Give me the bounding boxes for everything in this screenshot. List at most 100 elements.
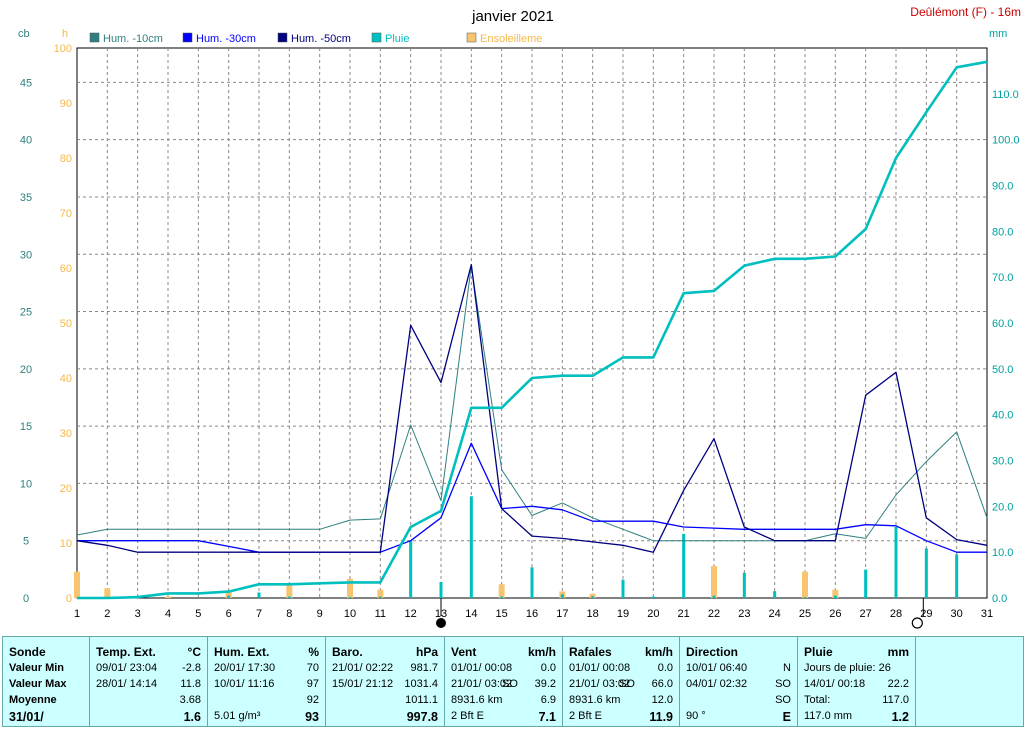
h-tick-label: 100 xyxy=(54,43,72,55)
daily-rain-bar xyxy=(378,596,382,598)
stats-row: 14/01/ 00:18 22.2 xyxy=(804,678,909,693)
x-tick-label: 30 xyxy=(951,608,963,620)
sunshine-bar xyxy=(286,585,293,598)
stats-row: Valeur Max xyxy=(9,678,83,693)
stats-cell-value: 70 xyxy=(306,662,319,674)
stats-column-title: Vent km/h xyxy=(451,645,556,659)
x-tick-label: 20 xyxy=(647,608,659,620)
stats-title-text: Sonde xyxy=(9,645,46,659)
stats-cell-value: 1.2 xyxy=(891,710,909,724)
stats-cell-label: 21/01/ 02:22 xyxy=(332,662,394,674)
stats-cell-dir: SO xyxy=(619,678,635,690)
legend-label: Hum. -30cm xyxy=(196,33,256,45)
stats-column-title: Sonde xyxy=(9,645,83,659)
stats-row: 31/01/ xyxy=(9,710,83,725)
stats-panel: Sonde Valeur Min Valeur Max Moyenne 31/01/Te… xyxy=(2,636,1024,727)
stats-row: Valeur Min xyxy=(9,662,83,677)
stats-cell-label: 8931.6 km xyxy=(569,694,621,706)
stats-cell-label: 01/01/ 00:08 xyxy=(451,662,513,674)
stats-row: 1011.1 xyxy=(332,694,438,709)
stats-cell-value: 92 xyxy=(306,694,319,706)
stats-row: 2 Bft E 7.1 xyxy=(451,710,556,725)
stats-row: Total: 117.0 xyxy=(804,694,909,709)
stats-cell-value: 66.0 xyxy=(651,678,673,690)
stats-cell-label: 14/01/ 00:18 xyxy=(804,678,866,690)
x-tick-label: 25 xyxy=(799,608,811,620)
stats-row: 21/01/ 02:22 981.7 xyxy=(332,662,438,677)
mm-tick-label: 40.0 xyxy=(992,410,1013,422)
hum-50cm-line xyxy=(76,263,988,553)
x-tick-label: 15 xyxy=(496,608,508,620)
hum-30cm-line xyxy=(77,442,987,553)
daily-rain-bar xyxy=(287,596,291,598)
stats-row: 20/01/ 17:30 70 xyxy=(214,662,319,677)
legend: Hum. -10cm Hum. -30cm Hum. -50cm Pluie Ensol… xyxy=(89,32,542,45)
sunshine-bar xyxy=(165,596,171,598)
h-tick-label: 0 xyxy=(66,593,72,605)
x-tick-label: 17 xyxy=(556,608,568,620)
stats-column-5: Rafales km/h 01/01/ 00:08 0.0 21/01/ 03:02 SO… xyxy=(563,637,680,726)
stats-cell-label: 15/01/ 21:12 xyxy=(332,678,394,690)
daily-rain-bar xyxy=(621,579,625,598)
legend-swatch xyxy=(277,32,288,43)
stats-title-text: Baro. xyxy=(332,645,363,659)
daily-rain-bar xyxy=(773,591,777,598)
daily-rain-bar xyxy=(227,595,231,598)
stats-cell-label: Valeur Max xyxy=(9,678,67,690)
daily-rain-bar xyxy=(409,540,413,598)
stats-cell-value: 11.9 xyxy=(649,710,673,724)
stats-row: 90 ° E xyxy=(686,710,791,725)
axis-tick-labels: 1 2 3 4 5 6 7 8 9 10 11 12 13 14 15 16 17 18 19 20 21 22 23 24 2… xyxy=(20,43,1020,620)
sunshine-bar xyxy=(802,571,808,598)
stats-title-text: Direction xyxy=(686,645,739,659)
stats-row: 15/01/ 21:12 1031.4 xyxy=(332,678,438,693)
mm-tick-label: 110.0 xyxy=(992,89,1019,101)
stats-cell-value: 0.0 xyxy=(540,662,556,674)
stats-row: 997.8 xyxy=(332,710,438,725)
x-tick-label: 19 xyxy=(617,608,629,620)
stats-cell-value: 1031.4 xyxy=(404,678,438,690)
x-tick-label: 24 xyxy=(769,608,781,620)
stats-cell-value: 11.8 xyxy=(180,678,201,690)
stats-row: 117.0 mm 1.2 xyxy=(804,710,909,725)
stats-row: 2 Bft E 11.9 xyxy=(569,710,673,725)
daily-rain-bar xyxy=(955,554,959,598)
stats-cell-value: 1.6 xyxy=(183,710,201,724)
stats-cell-label: Jours de pluie: 26 xyxy=(804,662,891,674)
x-tick-label: 7 xyxy=(256,608,262,620)
legend-label: Hum. -10cm xyxy=(103,33,163,45)
h-tick-label: 50 xyxy=(60,318,72,330)
stats-cell-value: 22.2 xyxy=(887,678,909,690)
stats-cell-value: 981.7 xyxy=(410,662,438,674)
stats-cell-value: 12.0 xyxy=(651,694,673,706)
legend-label: Hum. -50cm xyxy=(291,33,351,45)
daily-rain-bar xyxy=(591,596,595,598)
cumulative-rain-line xyxy=(77,60,988,600)
sunshine-bar xyxy=(589,593,596,598)
stats-column-1: Temp. Ext. °C 09/01/ 23:04 -2.8 28/01/ 14:14… xyxy=(90,637,208,726)
cb-tick-label: 5 xyxy=(23,536,29,548)
h-tick-label: 60 xyxy=(60,263,72,275)
stats-cell-value: 1011.1 xyxy=(405,694,438,706)
legend-swatch xyxy=(89,32,100,43)
mm-tick-label: 60.0 xyxy=(992,318,1013,330)
x-tick-label: 12 xyxy=(405,608,417,620)
mm-tick-label: 80.0 xyxy=(992,226,1013,238)
h-tick-label: 20 xyxy=(60,483,72,495)
stats-row: Moyenne xyxy=(9,694,83,709)
stats-cell-label: 21/01/ 03:02 xyxy=(451,678,513,690)
sunshine-bar xyxy=(498,584,505,598)
sunshine-bar xyxy=(832,589,839,598)
x-tick-label: 11 xyxy=(375,608,386,620)
stats-column-title: Baro. hPa xyxy=(332,645,438,659)
stats-column-3: Baro. hPa 21/01/ 02:22 981.7 15/01/ 21:12 103… xyxy=(326,637,445,726)
stats-cell-value: 93 xyxy=(305,710,319,724)
left-axis-label-cb: cb xyxy=(18,28,30,40)
x-tick-label: 14 xyxy=(465,608,477,620)
x-tick-label: 21 xyxy=(678,608,690,620)
h-tick-label: 10 xyxy=(60,538,72,550)
stats-column-title: Hum. Ext.% xyxy=(214,645,319,659)
stats-row: 8931.6 km 12.0 xyxy=(569,694,673,709)
stats-cell-label: Moyenne xyxy=(9,694,57,706)
daily-rain-bar xyxy=(530,567,534,598)
